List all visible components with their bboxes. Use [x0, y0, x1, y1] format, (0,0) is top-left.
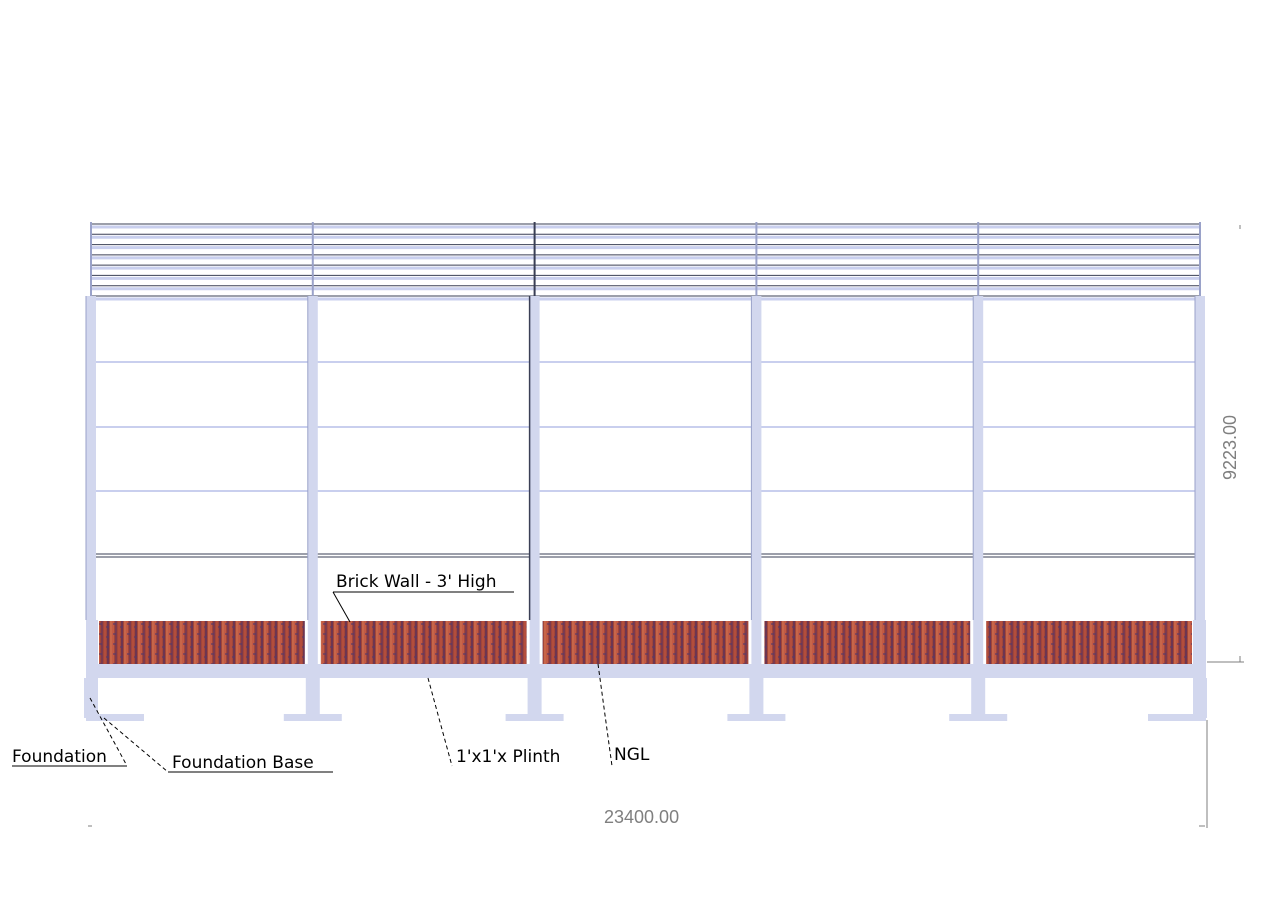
- foundation-pedestal: [1193, 678, 1207, 718]
- height-dimension-value: 9223.00: [1220, 415, 1240, 480]
- leader-foundation: [89, 697, 127, 765]
- foundation-label: Foundation: [12, 747, 107, 767]
- leader-plinth: [427, 677, 453, 767]
- leader-foundation-base: [103, 717, 169, 773]
- leader-ngl: [597, 663, 613, 767]
- brick-panel: [764, 621, 971, 664]
- foundation-base: [86, 714, 144, 721]
- wall-girts: [91, 361, 1200, 558]
- dimension-lines: [88, 225, 1244, 828]
- plinth-label: 1'x1'x Plinth: [456, 747, 560, 767]
- brick-panel: [99, 621, 305, 664]
- leader-brick-wall: [332, 591, 351, 623]
- brick-panel: [320, 621, 527, 664]
- brick-wall: [99, 621, 1192, 664]
- steel-column: [973, 296, 984, 718]
- foundation-base-label: Foundation Base: [172, 753, 314, 773]
- plinth-beam: [86, 664, 1206, 678]
- steel-column: [86, 296, 96, 718]
- steel-column: [1195, 296, 1205, 718]
- steel-column: [751, 296, 762, 718]
- foundation-base: [1148, 714, 1206, 721]
- brick-wall-label: Brick Wall - 3' High: [336, 572, 496, 592]
- width-dimension-value: 23400.00: [604, 807, 679, 827]
- foundation-pedestal: [749, 678, 764, 718]
- brick-panel: [542, 621, 749, 664]
- foundation-pedestal: [305, 678, 320, 718]
- steel-column: [529, 296, 540, 718]
- leader-lines: [12, 591, 613, 773]
- foundation-pedestal: [971, 678, 986, 718]
- steel-column: [307, 296, 318, 718]
- ngl-label: NGL: [614, 745, 650, 765]
- foundation-bases: [84, 678, 1207, 721]
- foundation-pedestal: [527, 678, 542, 718]
- roof-sheeting: [90, 222, 1201, 301]
- foundation-pedestal: [84, 678, 98, 718]
- brick-panel: [986, 621, 1192, 664]
